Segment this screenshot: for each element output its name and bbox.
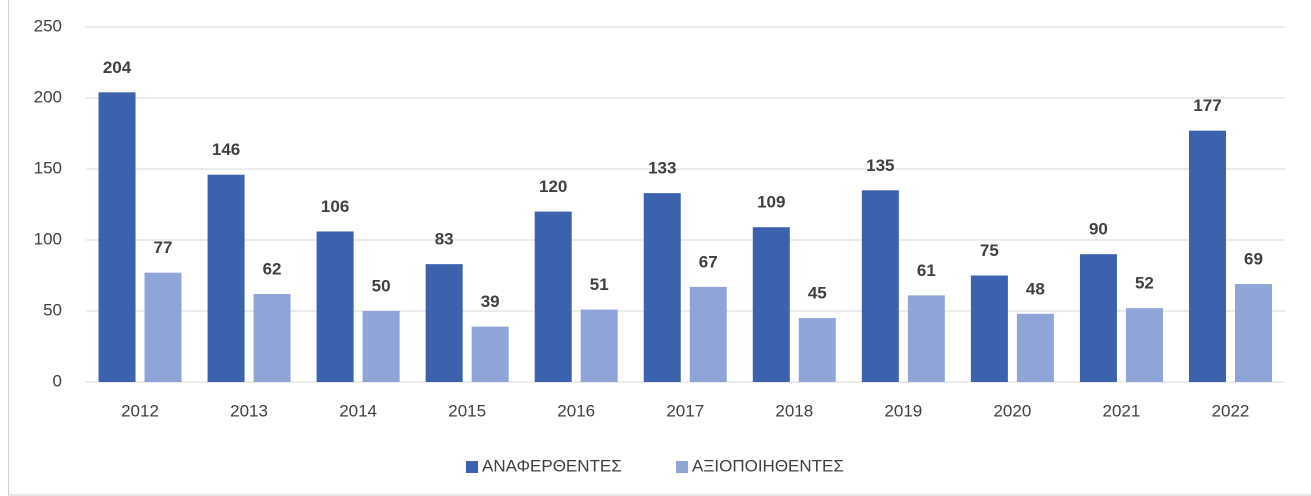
bar bbox=[253, 293, 291, 382]
x-tick-label: 2022 bbox=[1212, 401, 1250, 420]
bar bbox=[316, 231, 354, 382]
bar bbox=[471, 326, 509, 382]
x-tick-label: 2013 bbox=[230, 401, 268, 420]
value-label: 83 bbox=[435, 230, 454, 249]
value-label: 67 bbox=[699, 252, 718, 271]
bar bbox=[798, 318, 836, 382]
x-tick-label: 2019 bbox=[884, 401, 922, 420]
value-label: 51 bbox=[590, 275, 609, 294]
chart-frame bbox=[8, 0, 1311, 496]
value-label: 61 bbox=[917, 261, 936, 280]
value-label: 52 bbox=[1135, 274, 1154, 293]
bar bbox=[907, 295, 945, 382]
legend-label: ΑΞΙΟΠΟΙΗΘΕΝΤΕΣ bbox=[692, 456, 844, 475]
value-label: 77 bbox=[154, 238, 173, 257]
x-tick-label: 2014 bbox=[339, 401, 377, 420]
bar bbox=[580, 309, 618, 382]
value-label: 45 bbox=[808, 284, 827, 303]
value-label: 135 bbox=[866, 156, 894, 175]
value-label: 106 bbox=[321, 197, 349, 216]
value-label: 50 bbox=[372, 276, 391, 295]
y-tick-label: 250 bbox=[34, 16, 62, 35]
bar bbox=[689, 286, 727, 382]
x-tick-label: 2017 bbox=[666, 401, 704, 420]
value-label: 69 bbox=[1244, 250, 1263, 269]
bar bbox=[207, 174, 245, 382]
value-label: 133 bbox=[648, 159, 676, 178]
value-label: 120 bbox=[539, 177, 567, 196]
value-label: 177 bbox=[1193, 96, 1221, 115]
bar bbox=[1125, 308, 1163, 382]
bar bbox=[1079, 254, 1117, 382]
bar bbox=[98, 92, 136, 382]
bar bbox=[1234, 284, 1272, 382]
value-label: 75 bbox=[980, 241, 999, 260]
bar bbox=[425, 264, 463, 382]
legend-label: ΑΝΑΦΕΡΘΕΝΤΕΣ bbox=[482, 456, 622, 475]
y-tick-label: 50 bbox=[43, 300, 62, 319]
legend-swatch bbox=[466, 461, 478, 473]
legend-swatch bbox=[676, 461, 688, 473]
bar bbox=[752, 227, 790, 382]
bar bbox=[362, 311, 400, 382]
y-tick-label: 0 bbox=[53, 371, 62, 390]
y-tick-label: 100 bbox=[34, 229, 62, 248]
value-label: 62 bbox=[263, 259, 282, 278]
x-tick-label: 2015 bbox=[448, 401, 486, 420]
bar bbox=[970, 275, 1008, 382]
bar bbox=[1016, 313, 1054, 382]
bar bbox=[861, 190, 899, 382]
value-label: 109 bbox=[757, 193, 785, 212]
value-label: 48 bbox=[1026, 279, 1045, 298]
value-label: 39 bbox=[481, 292, 500, 311]
x-tick-label: 2016 bbox=[557, 401, 595, 420]
bar bbox=[643, 193, 681, 382]
bar bbox=[1188, 130, 1226, 382]
y-tick-label: 150 bbox=[34, 158, 62, 177]
bar bbox=[144, 272, 182, 382]
x-tick-label: 2021 bbox=[1103, 401, 1141, 420]
value-label: 204 bbox=[103, 58, 132, 77]
y-tick-label: 200 bbox=[34, 87, 62, 106]
x-tick-label: 2020 bbox=[993, 401, 1031, 420]
bar bbox=[534, 211, 572, 382]
value-label: 90 bbox=[1089, 220, 1108, 239]
value-label: 146 bbox=[212, 140, 240, 159]
x-tick-label: 2018 bbox=[775, 401, 813, 420]
x-tick-label: 2012 bbox=[121, 401, 159, 420]
